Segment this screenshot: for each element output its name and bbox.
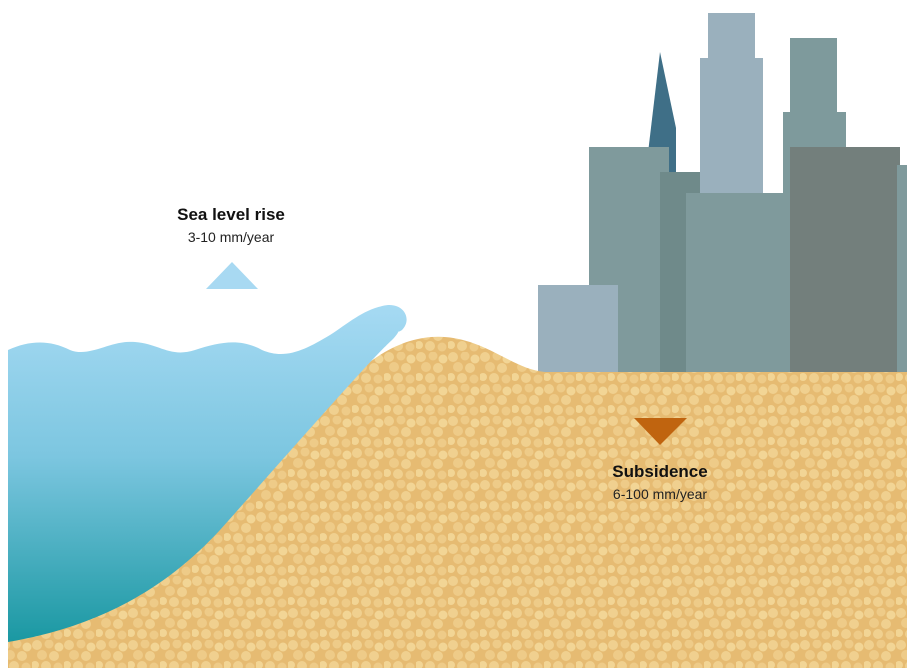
label-rate: 3-10 mm/year bbox=[188, 229, 275, 245]
city bbox=[538, 13, 907, 377]
label-title: Subsidence bbox=[612, 462, 707, 481]
label-rate: 6-100 mm/year bbox=[613, 486, 707, 502]
rise-arrow bbox=[206, 262, 258, 289]
label-title: Sea level rise bbox=[177, 205, 285, 224]
subsidence-arrow bbox=[634, 418, 687, 445]
sea bbox=[8, 304, 407, 642]
